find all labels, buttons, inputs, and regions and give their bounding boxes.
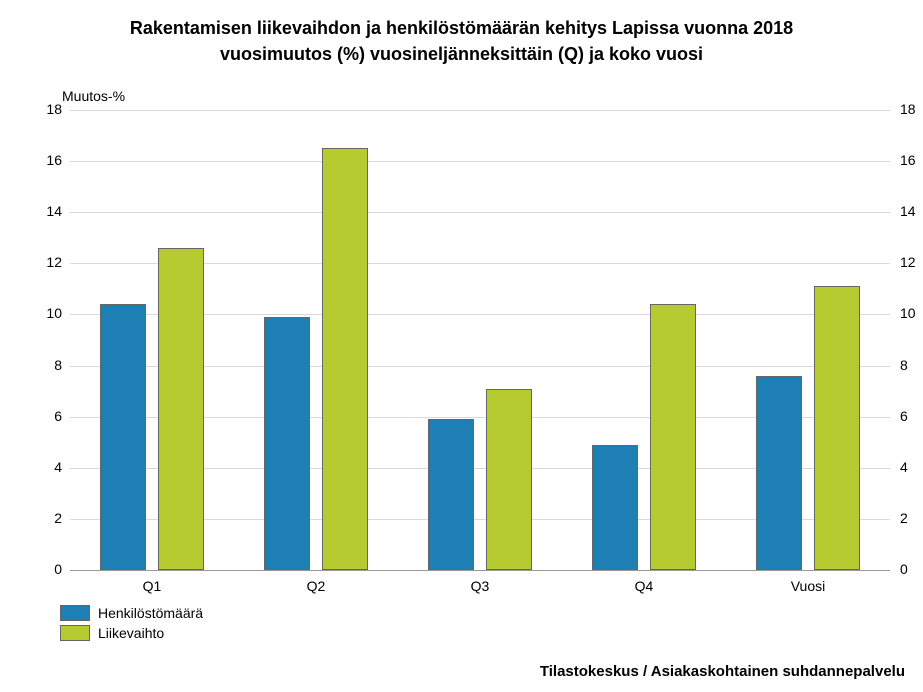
- chart-title-line1: Rakentamisen liikevaihdon ja henkilöstöm…: [0, 18, 923, 39]
- legend-item-liikevaihto: Liikevaihto: [60, 625, 203, 641]
- y-tick-right: 6: [900, 408, 923, 424]
- y-tick-left: 8: [22, 357, 62, 373]
- x-axis-label: Q3: [440, 578, 520, 594]
- bar: [428, 419, 474, 570]
- y-tick-left: 2: [22, 510, 62, 526]
- x-axis-label: Q1: [112, 578, 192, 594]
- gridline: [70, 161, 890, 162]
- y-tick-right: 8: [900, 357, 923, 373]
- bar: [592, 445, 638, 570]
- bar: [650, 304, 696, 570]
- y-tick-right: 12: [900, 254, 923, 270]
- bar: [100, 304, 146, 570]
- y-tick-right: 0: [900, 561, 923, 577]
- chart-container: Rakentamisen liikevaihdon ja henkilöstöm…: [0, 0, 923, 692]
- x-axis-label: Vuosi: [768, 578, 848, 594]
- y-tick-left: 0: [22, 561, 62, 577]
- legend-item-henkilostomaara: Henkilöstömäärä: [60, 605, 203, 621]
- legend: Henkilöstömäärä Liikevaihto: [60, 605, 203, 645]
- y-tick-left: 6: [22, 408, 62, 424]
- legend-swatch-liikevaihto: [60, 625, 90, 641]
- legend-label-liikevaihto: Liikevaihto: [98, 625, 164, 641]
- x-axis-label: Q2: [276, 578, 356, 594]
- plot-area: [70, 110, 890, 571]
- bar: [322, 148, 368, 570]
- source-footer: Tilastokeskus / Asiakaskohtainen suhdann…: [540, 663, 905, 680]
- bar: [158, 248, 204, 570]
- y-tick-left: 18: [22, 101, 62, 117]
- y-tick-right: 14: [900, 203, 923, 219]
- y-tick-right: 18: [900, 101, 923, 117]
- bar: [756, 376, 802, 570]
- y-tick-left: 14: [22, 203, 62, 219]
- y-tick-left: 12: [22, 254, 62, 270]
- y-tick-left: 16: [22, 152, 62, 168]
- bar: [264, 317, 310, 570]
- y-tick-right: 10: [900, 305, 923, 321]
- y-axis-title: Muutos-%: [62, 88, 125, 104]
- x-axis-label: Q4: [604, 578, 684, 594]
- legend-swatch-henkilostomaara: [60, 605, 90, 621]
- gridline: [70, 110, 890, 111]
- y-tick-left: 10: [22, 305, 62, 321]
- y-tick-right: 16: [900, 152, 923, 168]
- legend-label-henkilostomaara: Henkilöstömäärä: [98, 605, 203, 621]
- bar: [486, 389, 532, 570]
- gridline: [70, 212, 890, 213]
- y-tick-right: 4: [900, 459, 923, 475]
- chart-title-line2: vuosimuutos (%) vuosineljänneksittäin (Q…: [0, 44, 923, 65]
- y-tick-left: 4: [22, 459, 62, 475]
- bar: [814, 286, 860, 570]
- y-tick-right: 2: [900, 510, 923, 526]
